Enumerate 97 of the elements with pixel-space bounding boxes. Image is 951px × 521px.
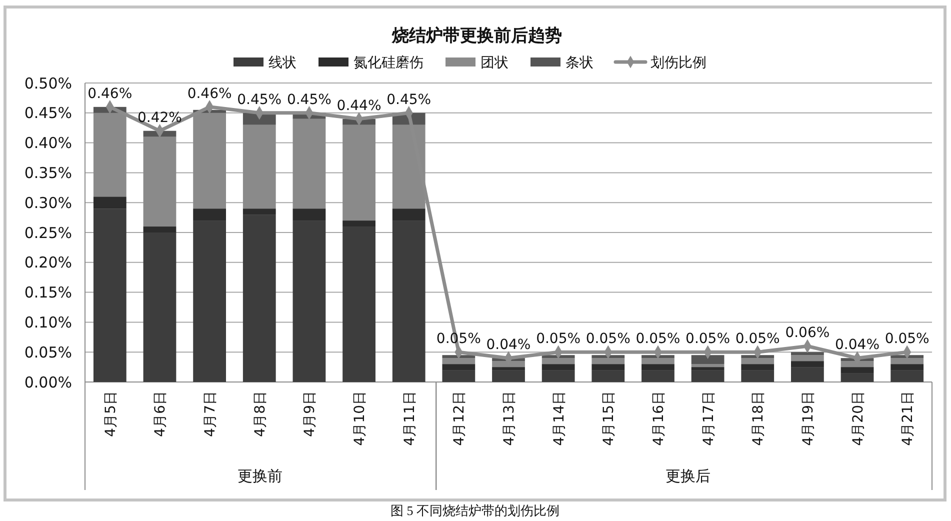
y-tick-label: 0.45% [24, 104, 72, 122]
bar [93, 196, 126, 209]
data-label: 0.45% [386, 92, 432, 108]
x-tick-label: 4月14日 [551, 391, 568, 446]
y-tick-label: 0.35% [24, 164, 72, 182]
x-tick-label: 4月5日 [102, 391, 119, 437]
bar [392, 220, 426, 382]
x-tick-label: 4月18日 [750, 391, 767, 446]
bar [642, 370, 674, 382]
x-tick-label: 4月13日 [502, 391, 518, 446]
bar [642, 364, 674, 370]
x-tick-label: 4月17日 [700, 391, 717, 446]
x-tick-label: 4月9日 [302, 391, 318, 437]
bar [143, 232, 176, 382]
legend-label: 划伤比例 [650, 54, 706, 71]
bar [890, 370, 924, 382]
bar [242, 208, 276, 215]
text: 更换后 [666, 467, 710, 485]
bar [442, 370, 476, 382]
bar [492, 367, 525, 370]
bar [691, 355, 724, 364]
legend-label: 条状 [566, 54, 594, 71]
x-tick-label: 4月11日 [402, 391, 418, 446]
bar [193, 220, 226, 382]
bar [592, 355, 625, 358]
y-tick-label: 0.15% [24, 284, 72, 302]
data-label: 0.05% [686, 331, 730, 348]
data-label: 0.05% [884, 331, 930, 348]
bar [691, 370, 724, 382]
data-label: 0.05% [586, 331, 630, 348]
bar [392, 208, 426, 221]
x-tick-label: 4月8日 [252, 391, 268, 437]
legend-label: 团状 [480, 54, 508, 71]
caption: 图 5 不同烧结炉带的划伤比例 [390, 503, 560, 518]
bar [292, 220, 326, 382]
bar [143, 226, 176, 232]
x-tick-label: 4月20日 [850, 391, 866, 446]
data-label: 0.05% [436, 331, 481, 348]
bar [542, 370, 575, 382]
bar [242, 124, 276, 209]
bar [442, 364, 476, 370]
y-tick-label: 0.10% [24, 313, 72, 332]
bar [741, 355, 774, 358]
bar [193, 208, 226, 221]
data-label: 0.04% [835, 337, 880, 354]
data-label: 0.06% [785, 325, 830, 342]
bar [691, 367, 724, 370]
data-label: 0.04% [486, 337, 531, 354]
data-label: 0.44% [336, 98, 382, 114]
bar [342, 226, 376, 382]
data-label: 0.05% [536, 331, 581, 348]
bar [392, 124, 426, 209]
bar [791, 367, 824, 382]
data-label: 0.42% [137, 110, 182, 126]
x-tick-label: 4月15日 [601, 391, 618, 446]
legend-label: 线状 [268, 54, 296, 71]
bar [840, 367, 874, 374]
x-tick-label: 4月7日 [202, 391, 219, 437]
data-label: 0.05% [636, 331, 680, 348]
data-label: 0.45% [286, 92, 332, 108]
bar [791, 361, 824, 368]
x-tick-label: 4月19日 [800, 391, 816, 446]
bar [741, 364, 774, 370]
bar [592, 364, 625, 370]
bar [492, 370, 525, 382]
data-label: 0.05% [735, 331, 780, 348]
bar [242, 214, 276, 382]
x-tick-label: 4月6日 [152, 391, 169, 437]
bar [292, 208, 326, 221]
x-tick-label: 4月21日 [900, 391, 916, 446]
bar [791, 352, 824, 356]
bar [741, 370, 774, 382]
bar [342, 220, 376, 227]
bar [791, 355, 824, 362]
y-tick-label: 0.30% [24, 194, 72, 212]
text: 更换前 [238, 467, 282, 485]
x-tick-label: 4月16日 [650, 391, 667, 446]
bar [840, 373, 874, 382]
x-tick-label: 4月12日 [452, 391, 468, 446]
bar [542, 364, 575, 370]
bar [642, 355, 674, 358]
data-label: 0.46% [88, 86, 132, 102]
bar [691, 364, 724, 368]
bar [592, 370, 625, 382]
x-tick-label: 4月10日 [352, 391, 368, 446]
y-tick-label: 0.50% [24, 74, 72, 92]
data-label: 0.45% [237, 92, 282, 108]
y-tick-label: 0.00% [24, 373, 72, 392]
y-tick-label: 0.40% [24, 134, 72, 152]
data-label: 0.46% [187, 86, 232, 102]
y-tick-label: 0.20% [24, 254, 72, 272]
y-tick-label: 0.25% [24, 224, 72, 242]
bar [890, 364, 924, 370]
y-tick-label: 0.05% [24, 343, 72, 362]
legend-label: 氮化硅磨伤 [354, 54, 424, 71]
bar [93, 208, 126, 382]
chart-title: 烧结炉带更换前后趋势 [391, 26, 562, 46]
